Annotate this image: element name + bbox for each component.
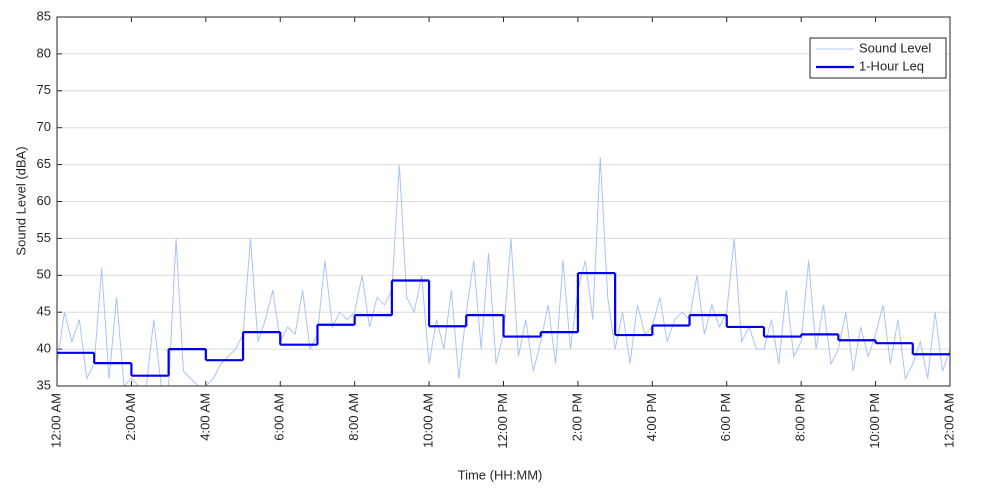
y-tick-label: 45	[37, 304, 51, 319]
y-tick-label: 60	[37, 193, 51, 208]
y-tick-label: 50	[37, 267, 51, 282]
x-tick-label: 8:00 AM	[346, 393, 361, 441]
y-tick-label: 70	[37, 119, 51, 134]
legend-box	[809, 37, 947, 79]
x-tick-label: 12:00 AM	[48, 393, 63, 448]
legend-label: Sound Level	[859, 40, 931, 55]
plot-area	[57, 157, 950, 386]
x-axis-label: Time (HH:MM)	[458, 467, 543, 482]
x-tick-label: 4:00 AM	[197, 393, 212, 441]
x-tick-label: 10:00 PM	[867, 393, 882, 449]
y-tick-label: 80	[37, 45, 51, 60]
y-tick-label: 55	[37, 230, 51, 245]
y-tick-label: 35	[37, 377, 51, 392]
x-tick-label: 6:00 PM	[718, 393, 733, 441]
x-tick-label: 12:00 AM	[941, 393, 956, 448]
x-tick-label: 12:00 PM	[495, 393, 510, 449]
y-tick-label: 65	[37, 156, 51, 171]
plot-frame	[56, 16, 951, 387]
x-tick-label: 8:00 PM	[793, 393, 808, 441]
x-tick-label: 4:00 PM	[644, 393, 659, 441]
y-tick-label: 85	[37, 8, 51, 23]
x-tick-label: 10:00 AM	[421, 393, 436, 448]
y-tick-label: 40	[37, 341, 51, 356]
x-tick-label: 2:00 AM	[123, 393, 138, 441]
x-tick-label: 6:00 AM	[272, 393, 287, 441]
y-tick-label: 75	[37, 82, 51, 97]
x-tick-label: 2:00 PM	[569, 393, 584, 441]
y-axis-label: Sound Level (dBA)	[13, 146, 28, 255]
legend-label: 1-Hour Leq	[859, 58, 924, 73]
